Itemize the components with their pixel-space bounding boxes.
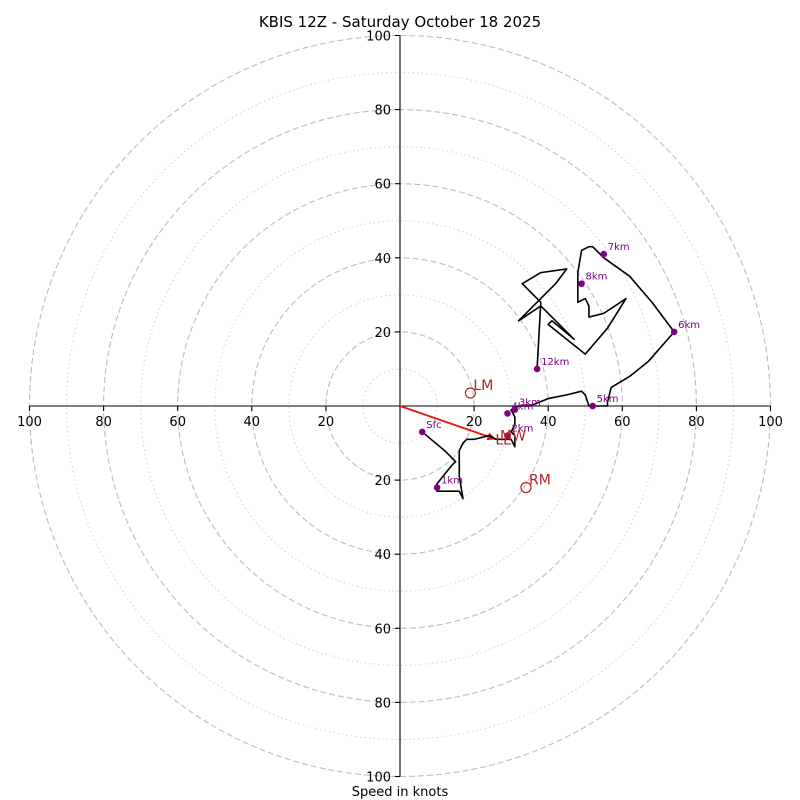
height-label-5km: 5km <box>597 394 619 405</box>
x-axis-label: Speed in knots <box>352 785 449 800</box>
height-label-3km: 3km <box>519 398 541 409</box>
x-tick-label: 60 <box>169 415 186 430</box>
y-tick-label: 40 <box>374 252 391 267</box>
x-tick-label: 80 <box>95 415 112 430</box>
height-label-2km: 2km <box>511 424 533 435</box>
height-marker-7km <box>600 250 608 258</box>
height-marker-5km <box>589 402 596 410</box>
y-tick-label: 80 <box>374 104 391 119</box>
height-label-7km: 7km <box>608 242 630 253</box>
height-marker-1km <box>433 484 441 491</box>
mean-wind-label: MW <box>500 428 526 444</box>
height-marker-2km <box>504 432 511 439</box>
y-tick-label: 20 <box>374 326 391 341</box>
x-tick-label: 100 <box>758 415 783 430</box>
height-marker-8km <box>578 280 585 288</box>
storm-motion-rm-label: RM <box>529 473 551 489</box>
height-marker-sfc <box>418 428 426 436</box>
y-tick-label: 40 <box>374 548 391 563</box>
height-label-6km: 6km <box>678 320 700 331</box>
y-tick-label: 80 <box>374 696 391 711</box>
height-label-12km: 12km <box>541 357 569 368</box>
hodograph-trace <box>421 245 675 500</box>
y-tick-label: 100 <box>366 771 391 786</box>
y-tick-label: 60 <box>374 178 391 193</box>
x-tick-label: 20 <box>318 415 335 430</box>
y-tick-label: 20 <box>374 474 391 489</box>
storm-motion-lm-label: LM <box>473 378 493 394</box>
x-tick-label: 80 <box>688 415 705 430</box>
height-marker-12km <box>533 365 541 373</box>
height-marker-3km <box>511 406 519 414</box>
tick-labels: 100 80 60 40 20 20 40 60 80 100 100 80 60 40 20 20 40 60 8… <box>17 30 783 786</box>
shear-vector <box>399 405 497 441</box>
x-tick-label: 100 <box>17 415 42 430</box>
x-tick-label: 60 <box>614 415 631 430</box>
storm-motion-rm-marker <box>520 481 532 494</box>
height-label-8km: 8km <box>586 272 608 283</box>
height-marker-6km <box>670 328 678 336</box>
y-tick-label: 60 <box>374 622 391 637</box>
height-label-1km: 1km <box>441 476 463 487</box>
y-tick-label: 100 <box>366 30 391 45</box>
height-label-sfc: Sfc <box>426 420 441 431</box>
storm-motion-lm-marker <box>464 387 476 399</box>
chart-title: KBIS 12Z - Saturday October 18 2025 <box>259 13 541 31</box>
x-tick-label: 40 <box>540 415 557 430</box>
height-label-4km: 4km <box>511 401 533 412</box>
x-tick-label: 20 <box>466 415 483 430</box>
x-tick-label: 40 <box>244 415 261 430</box>
height-marker-4km <box>504 410 511 417</box>
le-label: LE <box>495 432 512 448</box>
